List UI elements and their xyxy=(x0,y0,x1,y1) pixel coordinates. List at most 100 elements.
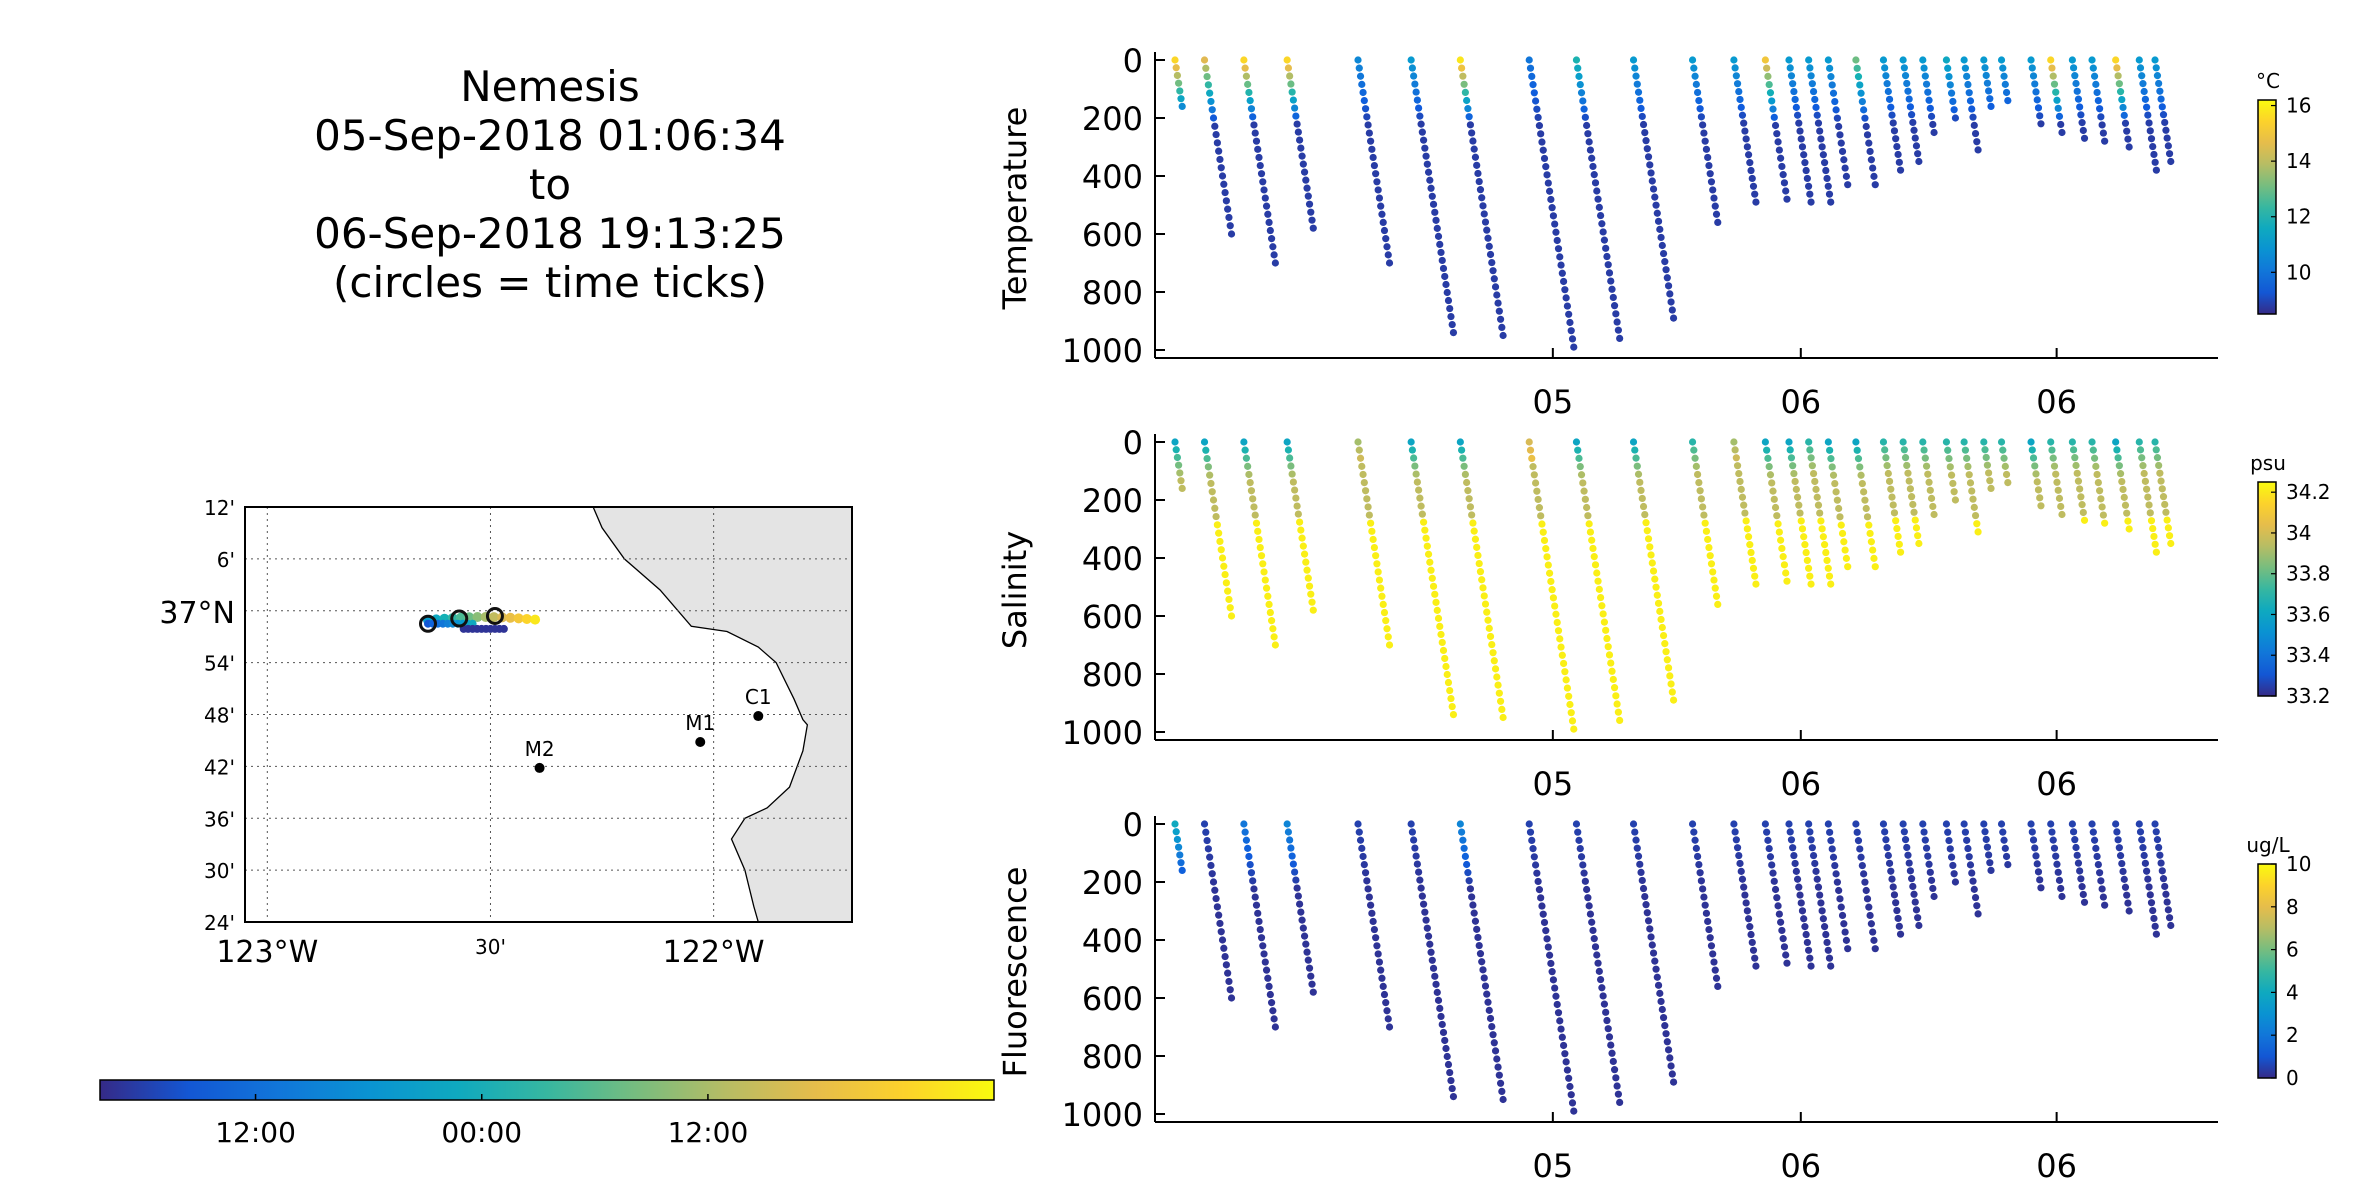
data-point xyxy=(1800,533,1808,541)
data-point xyxy=(1553,1000,1561,1009)
data-point xyxy=(2120,111,2128,119)
data-point xyxy=(1826,446,1834,454)
data-point xyxy=(1826,64,1834,72)
data-point xyxy=(1490,657,1498,665)
data-point xyxy=(1782,951,1790,959)
data-point xyxy=(1613,1082,1621,1090)
data-point xyxy=(1908,111,1916,119)
data-point xyxy=(1629,438,1638,446)
data-point xyxy=(1887,485,1895,493)
data-point xyxy=(1171,820,1179,828)
data-point xyxy=(1361,869,1370,877)
data-point xyxy=(1634,852,1643,860)
data-point xyxy=(1970,503,1978,511)
data-point xyxy=(1355,446,1363,454)
data-point xyxy=(1966,479,1975,487)
data-point xyxy=(1963,454,1971,462)
data-point xyxy=(1264,210,1272,218)
data-point xyxy=(1586,146,1595,154)
data-point xyxy=(1526,64,1535,72)
data-point xyxy=(1966,861,1975,869)
data-point xyxy=(1779,171,1787,179)
data-point xyxy=(1901,454,1910,462)
data-point xyxy=(1790,469,1798,478)
data-point xyxy=(2077,111,2085,119)
data-point xyxy=(1890,127,1899,135)
data-point xyxy=(1384,1015,1392,1023)
data-point xyxy=(1841,928,1849,936)
data-point xyxy=(1245,88,1253,97)
data-point xyxy=(1824,564,1832,572)
data-point xyxy=(2115,462,2123,470)
data-point xyxy=(1298,534,1306,542)
data-point xyxy=(1743,525,1751,533)
data-point xyxy=(1829,853,1838,861)
data-point xyxy=(1661,258,1669,266)
data-point xyxy=(2055,876,2064,884)
data-point xyxy=(1247,487,1256,495)
data-point xyxy=(2157,477,2165,485)
data-point xyxy=(1271,259,1279,267)
data-point xyxy=(2136,828,2145,836)
data-point xyxy=(1538,520,1546,528)
data-point xyxy=(1751,190,1759,198)
data-point xyxy=(1212,130,1220,139)
data-point xyxy=(1823,556,1831,565)
data-point xyxy=(1857,89,1865,97)
data-point xyxy=(2159,875,2168,883)
data-point xyxy=(1545,951,1554,959)
data-point xyxy=(1494,1063,1502,1071)
data-point xyxy=(1924,470,1932,478)
data-point xyxy=(1653,973,1661,981)
data-point xyxy=(1866,911,1874,920)
data-point xyxy=(1879,438,1888,446)
data-point xyxy=(1374,950,1382,958)
data-point xyxy=(1242,72,1250,80)
data-point xyxy=(1805,820,1813,828)
data-point xyxy=(1694,88,1702,97)
data-point xyxy=(1215,147,1223,155)
data-point xyxy=(1824,820,1832,828)
data-point xyxy=(1969,495,1977,503)
data-point xyxy=(1442,280,1450,289)
data-point xyxy=(1912,906,1921,914)
data-point xyxy=(1904,469,1912,477)
data-point xyxy=(1910,126,1918,134)
data-point xyxy=(1530,471,1538,479)
data-point xyxy=(1474,169,1482,178)
data-point xyxy=(2123,891,2131,899)
data-point xyxy=(1802,930,1810,939)
data-point xyxy=(1647,933,1655,941)
data-point xyxy=(1883,462,1891,470)
data-point xyxy=(1432,216,1440,224)
data-point xyxy=(1567,1091,1575,1099)
data-point xyxy=(1384,251,1392,259)
data-point xyxy=(1458,446,1466,454)
data-point xyxy=(1714,982,1722,991)
data-point xyxy=(1747,548,1755,557)
data-point xyxy=(1202,446,1210,454)
data-point xyxy=(1298,916,1306,924)
data-point xyxy=(1768,861,1776,869)
data-point xyxy=(2146,891,2154,899)
data-point xyxy=(1204,81,1212,89)
data-point xyxy=(1591,561,1600,569)
data-point xyxy=(1664,282,1673,290)
data-point xyxy=(2050,80,2059,88)
data-point xyxy=(1221,188,1229,197)
data-point xyxy=(1854,837,1863,845)
data-point xyxy=(1887,103,1895,111)
data-point xyxy=(1486,1014,1495,1023)
data-point xyxy=(1945,836,1953,845)
data-point xyxy=(2155,843,2163,852)
data-point xyxy=(1828,845,1836,853)
data-point xyxy=(2115,844,2123,852)
data-point xyxy=(1269,625,1277,633)
data-point xyxy=(1177,477,1185,485)
data-point xyxy=(1613,318,1621,326)
data-point xyxy=(1360,479,1368,487)
data-point xyxy=(1985,87,1993,95)
data-point xyxy=(2138,836,2146,844)
data-point xyxy=(1537,130,1545,138)
y-tick-label: 800 xyxy=(1082,274,1143,312)
